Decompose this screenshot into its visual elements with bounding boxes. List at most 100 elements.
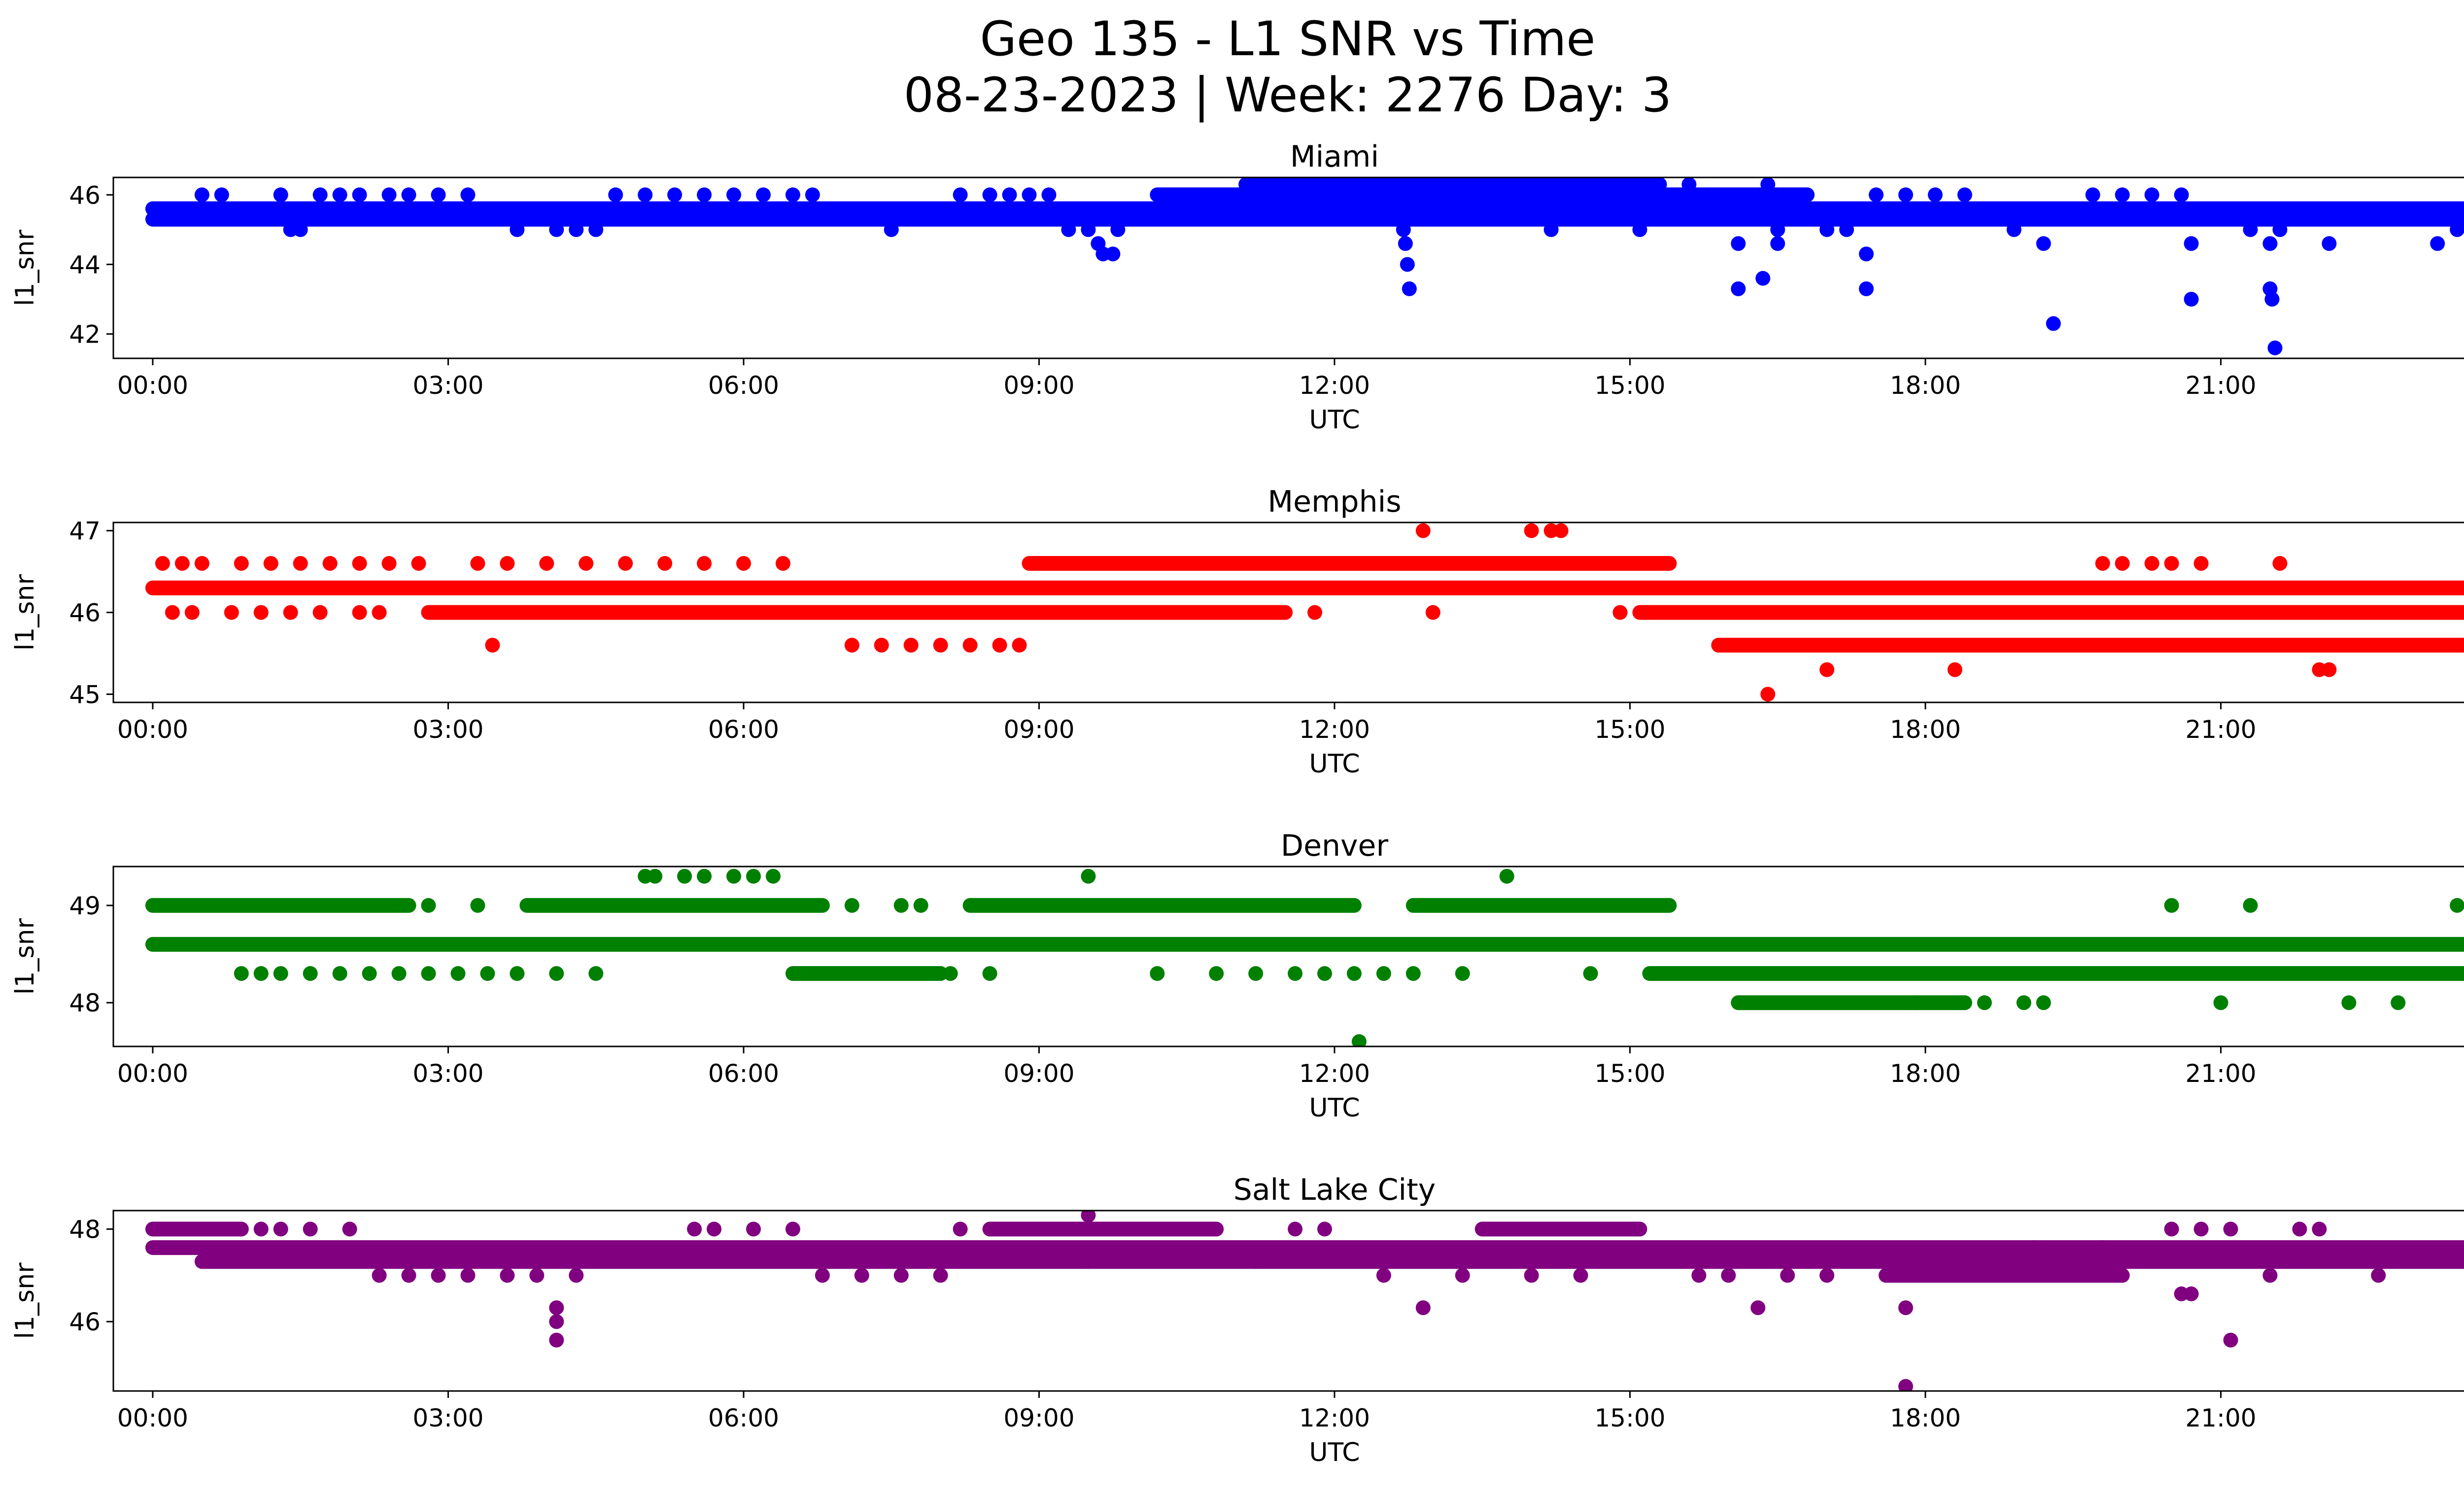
data-point: [893, 898, 909, 913]
x-tick-label: 06:00: [708, 1059, 779, 1088]
data-point: [549, 1314, 564, 1329]
data-point: [1632, 222, 1647, 237]
data-point: [1573, 1268, 1588, 1283]
data-points: [145, 869, 2464, 1046]
data-point: [1760, 687, 1776, 702]
data-point: [2164, 556, 2179, 571]
data-point: [1376, 1268, 1391, 1283]
data-point: [2272, 222, 2288, 237]
data-point: [697, 869, 712, 884]
data-point: [234, 966, 249, 981]
data-point: [1583, 966, 1598, 981]
data-point: [2184, 292, 2199, 307]
data-point: [775, 556, 790, 571]
data-point: [1400, 257, 1415, 272]
data-point: [510, 966, 525, 981]
data-point: [697, 187, 712, 203]
data-point: [2322, 662, 2337, 677]
data-point: [746, 869, 761, 884]
data-point: [1869, 187, 1884, 203]
data-point: [312, 605, 328, 620]
y-axis-label: l1_snr: [10, 918, 40, 995]
data-point: [618, 556, 633, 571]
data-point: [2095, 1240, 2110, 1255]
data-point: [352, 187, 367, 203]
data-point: [1553, 523, 1569, 538]
data-point: [283, 605, 298, 620]
data-point: [1081, 1211, 1096, 1223]
data-point: [1612, 605, 1628, 620]
data-point: [785, 1221, 800, 1237]
data-point: [1317, 1221, 1333, 1237]
data-point: [2267, 340, 2283, 355]
data-point: [962, 637, 978, 653]
x-tick-label: 00:00: [117, 1059, 188, 1088]
data-point: [1474, 177, 1490, 192]
data-point: [697, 556, 712, 571]
data-point: [401, 187, 416, 203]
data-point: [549, 1300, 564, 1316]
data-point: [854, 1268, 869, 1283]
data-point: [1898, 1300, 1914, 1316]
data-point: [332, 187, 347, 203]
data-point: [2046, 316, 2061, 331]
data-point: [322, 556, 338, 571]
data-point: [1859, 281, 1874, 296]
data-point: [1908, 995, 1923, 1010]
figure-title-line1: Geo 135 - L1 SNR vs Time: [980, 11, 1596, 67]
y-tick-label: 47: [69, 517, 101, 546]
data-point: [549, 966, 564, 981]
data-point: [1780, 1268, 1795, 1283]
x-axis-label: UTC: [1309, 749, 1360, 779]
x-tick-label: 21:00: [2186, 371, 2257, 400]
x-tick-label: 15:00: [1594, 715, 1665, 744]
data-point: [1755, 271, 1771, 286]
data-point: [815, 1268, 830, 1283]
data-point: [273, 187, 288, 203]
data-point: [1415, 1300, 1431, 1316]
x-axis-label: UTC: [1309, 1093, 1360, 1123]
data-point: [648, 869, 663, 884]
y-tick-label: 48: [69, 1216, 101, 1244]
data-point: [982, 187, 997, 203]
data-point: [736, 556, 751, 571]
data-point: [1346, 966, 1362, 981]
data-point: [1396, 222, 1411, 237]
data-point: [588, 222, 604, 237]
data-point: [953, 1221, 968, 1237]
data-points: [145, 1211, 2464, 1391]
data-point: [588, 966, 604, 981]
data-point: [579, 556, 594, 571]
data-point: [1583, 187, 1598, 203]
data-point: [263, 556, 278, 571]
data-point: [1248, 1254, 1264, 1269]
data-point: [470, 898, 485, 913]
data-point: [303, 966, 318, 981]
data-point: [2213, 995, 2228, 1010]
data-point: [431, 1268, 446, 1283]
data-point: [2223, 1332, 2238, 1348]
data-point: [549, 222, 564, 237]
data-point: [1750, 1300, 1766, 1316]
data-point: [1612, 177, 1628, 192]
data-point: [312, 187, 328, 203]
data-point: [2144, 556, 2159, 571]
data-point: [707, 1221, 722, 1237]
data-point: [1947, 662, 1962, 677]
data-point: [1977, 995, 1992, 1010]
x-axis-label: UTC: [1309, 1438, 1360, 1467]
data-point: [273, 966, 288, 981]
x-tick-label: 00:00: [117, 371, 188, 400]
data-point: [485, 637, 500, 653]
data-point: [1731, 236, 1746, 251]
data-point: [273, 1221, 288, 1237]
y-tick-label: 49: [69, 892, 101, 920]
x-tick-label: 15:00: [1594, 371, 1665, 400]
y-tick-label: 45: [69, 680, 101, 709]
data-point: [1248, 966, 1264, 981]
data-point: [1760, 177, 1776, 192]
x-tick-label: 18:00: [1890, 371, 1961, 400]
data-point: [2272, 556, 2288, 571]
data-point: [1770, 222, 1785, 237]
data-point: [2016, 995, 2031, 1010]
